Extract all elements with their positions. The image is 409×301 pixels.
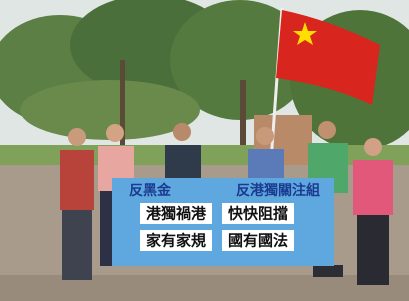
banner-title: 反黑金 xyxy=(129,182,172,199)
slogan: 國有國法 xyxy=(228,232,288,250)
banner-title: 反港獨關注組 xyxy=(236,182,320,199)
slogan: 家有家規 xyxy=(146,232,206,250)
photo: 反黑金 反港獨關注組 港獨禍港 快快阻擋 家有家規 國有國法 xyxy=(0,0,409,301)
slogan: 港獨禍港 xyxy=(146,205,207,223)
slogan: 快快阻擋 xyxy=(228,205,288,223)
banner: 反黑金 反港獨關注組 港獨禍港 快快阻擋 家有家規 國有國法 xyxy=(112,178,334,266)
page: 反黑金 反港獨關注組 港獨禍港 快快阻擋 家有家規 國有國法 (() => { … xyxy=(0,0,409,301)
pavement-front xyxy=(0,275,409,301)
